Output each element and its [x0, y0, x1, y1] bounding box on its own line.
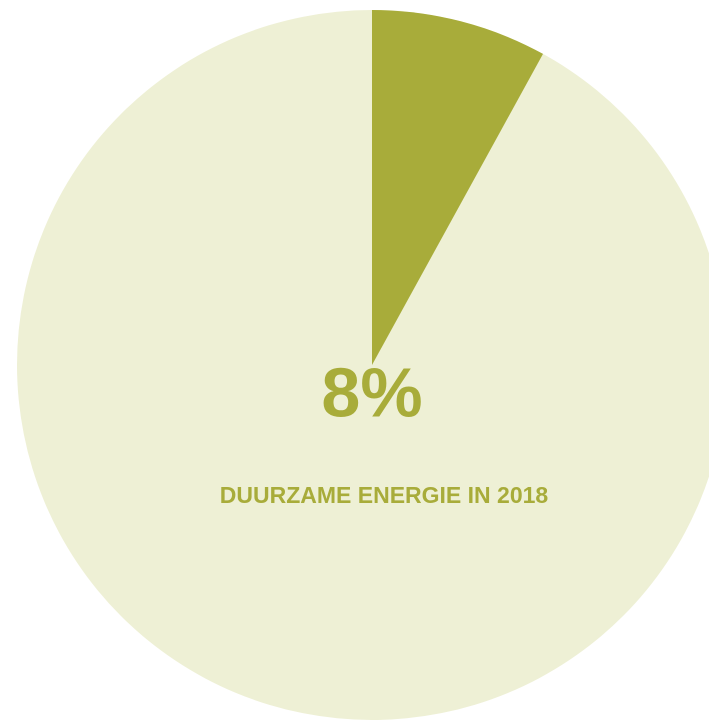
chart-label: DUURZAME ENERGIE IN 2018 [220, 482, 549, 508]
value-label: 8% [321, 353, 422, 431]
pie-background [17, 10, 709, 720]
pie-slice [372, 10, 544, 365]
